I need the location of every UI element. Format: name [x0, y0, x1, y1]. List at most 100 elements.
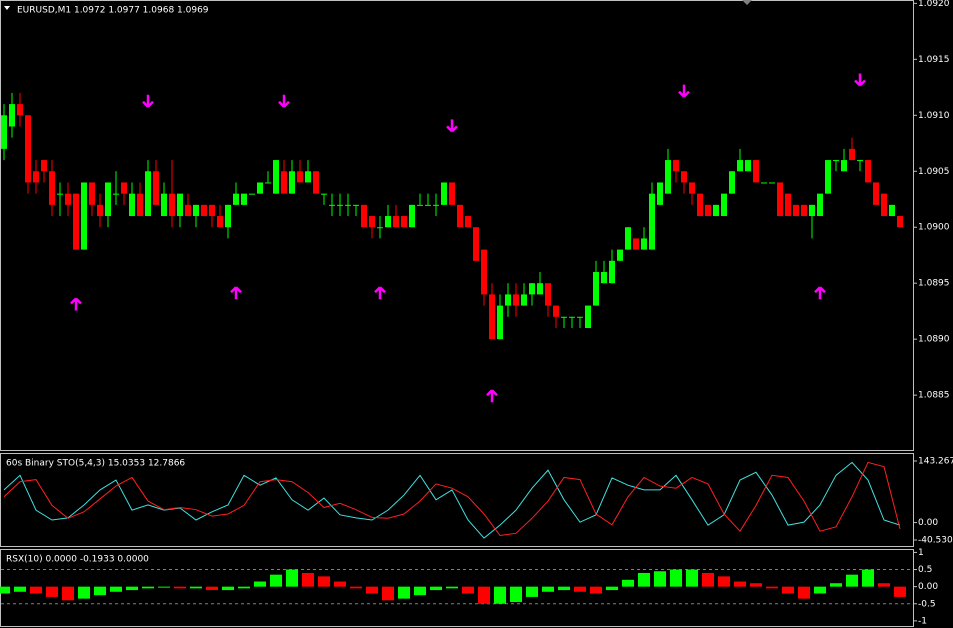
candle-body: [81, 182, 87, 250]
candle-body: [65, 193, 71, 205]
candle-body: [617, 249, 623, 261]
candle-body: [1, 115, 7, 149]
candle-body: [49, 171, 55, 205]
histogram-bar: [350, 586, 362, 589]
candle-body: [529, 283, 535, 295]
candle-body: [489, 294, 495, 340]
histogram-bar: [334, 581, 346, 587]
candle-body: [25, 115, 31, 183]
histogram-bar: [62, 586, 74, 601]
histogram-bar: [430, 586, 442, 591]
y-tick-label: 1.0895: [918, 279, 950, 289]
candle-body: [9, 104, 15, 127]
candle-body: [169, 193, 175, 217]
histogram-bar: [110, 586, 122, 592]
candle-body: [257, 182, 263, 194]
candle-body: [777, 182, 783, 217]
histogram-bar: [302, 572, 314, 587]
y-tick-label: -40.5304: [918, 536, 953, 546]
candle-body: [737, 160, 743, 172]
histogram-bar: [46, 586, 58, 597]
candle-body: [697, 193, 703, 217]
candle-body: [817, 193, 823, 217]
histogram-bar: [510, 586, 522, 603]
candle-body: [161, 193, 167, 217]
candle-body: [337, 204, 343, 206]
candle-body: [721, 193, 727, 217]
candle-body: [345, 204, 351, 206]
menu-triangle[interactable]: [4, 6, 10, 10]
candle-body: [105, 182, 111, 217]
y-tick-label: -1: [918, 616, 927, 626]
candle-body: [273, 160, 279, 194]
histogram-bar: [670, 569, 682, 587]
y-tick-label: 1.0890: [918, 335, 950, 345]
candle-body: [233, 193, 239, 205]
candle-body: [593, 272, 599, 306]
candle-body: [465, 216, 471, 228]
candle-body: [441, 182, 447, 205]
histogram-bar: [254, 581, 266, 587]
histogram-bar: [398, 586, 410, 599]
histogram-bar: [206, 586, 218, 591]
candle-body: [641, 238, 647, 250]
histogram-bar: [0, 586, 10, 594]
candle-body: [73, 193, 79, 250]
signal-down-arrow: [446, 119, 458, 133]
candle-body: [673, 160, 679, 172]
candle-body: [761, 182, 767, 184]
histogram-bar: [494, 586, 506, 604]
candle-body: [505, 294, 511, 306]
candle-body: [553, 305, 559, 317]
candle-body: [513, 294, 519, 306]
candle-body: [417, 204, 423, 206]
histogram-bar: [702, 572, 714, 587]
candle-body: [601, 272, 607, 284]
candle-body: [217, 216, 223, 228]
histogram-bar: [174, 586, 186, 589]
histogram-bar: [526, 586, 538, 597]
y-tick-label: 143.2677: [918, 457, 953, 467]
candle-body: [57, 193, 63, 195]
candle-body: [209, 204, 215, 217]
y-tick-label: -0.5: [918, 599, 936, 609]
candle-body: [569, 316, 575, 318]
oscillator-line: [3, 461, 901, 537]
histogram-bar: [606, 586, 618, 591]
histogram-bar: [142, 586, 154, 589]
candle-body: [281, 171, 287, 194]
candle-body: [793, 204, 799, 217]
candle-body: [841, 160, 847, 172]
histogram-bar: [574, 586, 586, 592]
histogram-bar: [638, 572, 650, 587]
candle-body: [113, 193, 119, 195]
y-tick-label: 0.00: [918, 518, 938, 528]
candle-body: [657, 182, 663, 205]
candle-body: [881, 193, 887, 217]
candle-body: [785, 193, 791, 217]
candle-body: [545, 283, 551, 306]
histogram-bar: [846, 574, 858, 587]
candle-body: [561, 316, 567, 318]
signal-down-arrow: [278, 94, 290, 108]
histogram-bar: [654, 571, 666, 587]
candle-body: [241, 193, 247, 205]
signal-down-arrow: [142, 94, 154, 108]
histogram-bar: [478, 586, 490, 604]
histogram-bar: [78, 586, 90, 599]
candle-body: [377, 227, 383, 229]
histogram-bar: [734, 581, 746, 587]
candle-body: [201, 204, 207, 217]
y-tick-label: 1.0885: [918, 391, 950, 401]
candle-body: [833, 160, 839, 162]
candle-body: [249, 193, 255, 195]
signal-up-arrow: [70, 297, 82, 311]
histogram-bar: [190, 586, 202, 589]
histogram-bar: [894, 586, 906, 597]
candle-body: [865, 160, 871, 183]
candle-body: [769, 182, 775, 184]
candle-body: [297, 171, 303, 183]
histogram-bar: [318, 576, 330, 587]
histogram-bar: [558, 586, 570, 591]
candle-body: [809, 204, 815, 217]
